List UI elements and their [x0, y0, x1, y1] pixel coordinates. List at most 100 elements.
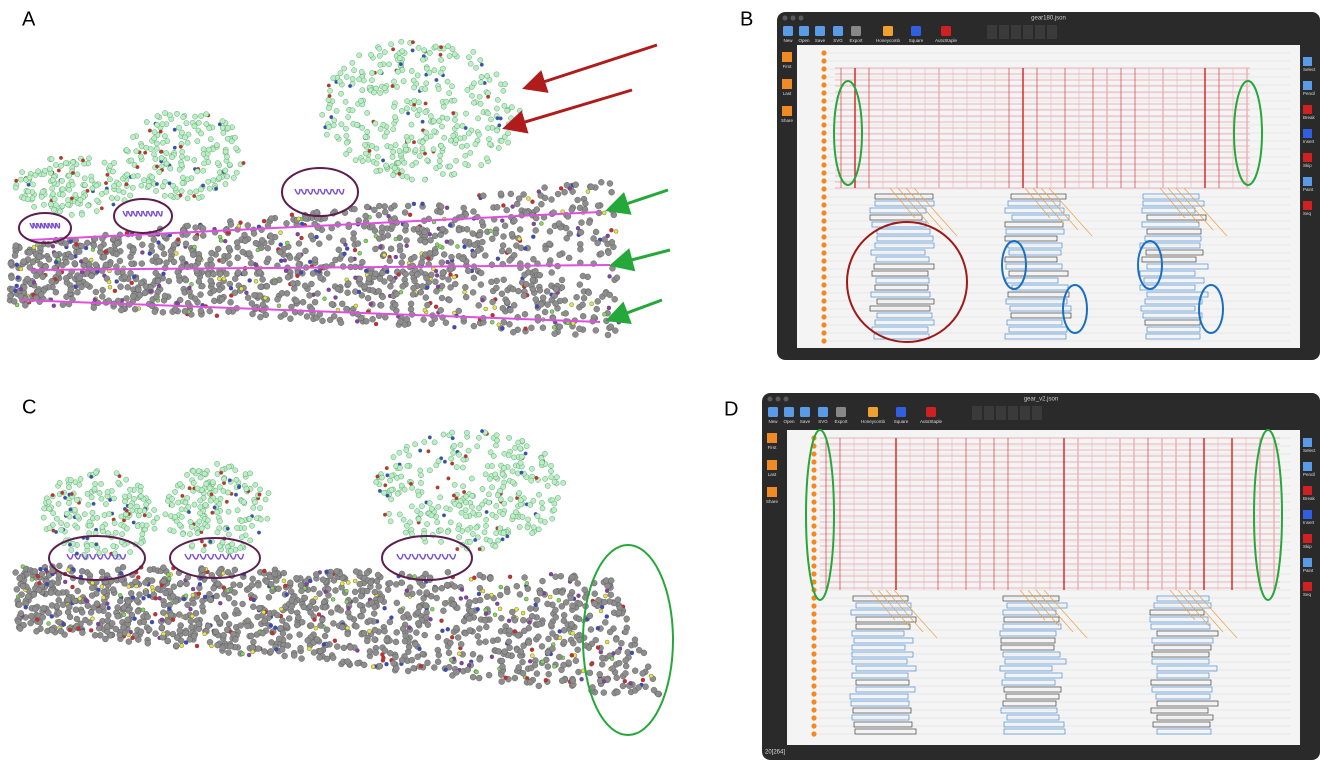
helix-handle[interactable] [821, 282, 826, 287]
side-tool[interactable]: Skip [1303, 534, 1312, 549]
helix-handle[interactable] [811, 459, 816, 464]
window-control[interactable] [776, 397, 781, 402]
helix-handle[interactable] [821, 242, 826, 247]
helix-handle[interactable] [811, 507, 816, 512]
side-tool[interactable]: Seq [1303, 201, 1312, 216]
helix-handle[interactable] [811, 603, 816, 608]
helix-handle[interactable] [821, 298, 826, 303]
toolbar-swatch[interactable] [1035, 25, 1045, 39]
toolbar-swatch[interactable] [1023, 25, 1033, 39]
helix-handle[interactable] [811, 643, 816, 648]
toolbar-swatch[interactable] [996, 406, 1006, 420]
toolbar-swatch[interactable] [984, 406, 994, 420]
helix-handle[interactable] [821, 58, 826, 63]
helix-handle[interactable] [811, 531, 816, 536]
helix-handle[interactable] [821, 122, 826, 127]
helix-handle[interactable] [811, 499, 816, 504]
toolbar-swatch[interactable] [1047, 25, 1057, 39]
side-tool[interactable]: Skip [1303, 153, 1312, 168]
helix-handle[interactable] [821, 50, 826, 55]
window-control[interactable] [799, 16, 804, 21]
helix-handle[interactable] [821, 266, 826, 271]
helix-handle[interactable] [811, 539, 816, 544]
side-tool[interactable]: Last [782, 79, 792, 96]
helix-handle[interactable] [821, 178, 826, 183]
side-tool[interactable]: Last [767, 460, 777, 477]
helix-handle[interactable] [811, 475, 816, 480]
helix-handle[interactable] [821, 98, 826, 103]
helix-handle[interactable] [821, 306, 826, 311]
helix-handle[interactable] [811, 731, 816, 736]
helix-handle[interactable] [811, 555, 816, 560]
helix-handle[interactable] [811, 483, 816, 488]
toolbar-button[interactable]: New [783, 26, 793, 43]
helix-handle[interactable] [821, 322, 826, 327]
helix-handle[interactable] [821, 314, 826, 319]
side-tool[interactable]: First [767, 433, 777, 450]
side-tool[interactable]: Share [766, 487, 779, 504]
helix-handle[interactable] [811, 563, 816, 568]
helix-handle[interactable] [821, 186, 826, 191]
helix-handle[interactable] [811, 675, 816, 680]
side-tool[interactable]: Share [781, 106, 794, 123]
toolbar-swatch[interactable] [987, 25, 997, 39]
helix-handle[interactable] [821, 170, 826, 175]
helix-handle[interactable] [811, 723, 816, 728]
side-tool[interactable]: First [782, 52, 792, 69]
toolbar-swatch[interactable] [972, 406, 982, 420]
window-control[interactable] [784, 397, 789, 402]
helix-handle[interactable] [811, 491, 816, 496]
helix-handle[interactable] [821, 330, 826, 335]
helix-handle[interactable] [811, 659, 816, 664]
toolbar-button[interactable]: SVG [818, 407, 828, 424]
helix-handle[interactable] [811, 667, 816, 672]
helix-handle[interactable] [821, 138, 826, 143]
helix-handle[interactable] [811, 611, 816, 616]
helix-handle[interactable] [821, 90, 826, 95]
helix-handle[interactable] [821, 202, 826, 207]
helix-handle[interactable] [811, 451, 816, 456]
helix-handle[interactable] [821, 66, 826, 71]
helix-handle[interactable] [821, 290, 826, 295]
helix-handle[interactable] [821, 234, 826, 239]
helix-handle[interactable] [821, 154, 826, 159]
helix-handle[interactable] [821, 114, 826, 119]
helix-handle[interactable] [811, 635, 816, 640]
toolbar-button[interactable]: Open [783, 407, 795, 424]
toolbar-button[interactable]: Open [798, 26, 810, 43]
helix-handle[interactable] [821, 162, 826, 167]
window-control[interactable] [768, 397, 773, 402]
helix-handle[interactable] [811, 547, 816, 552]
helix-handle[interactable] [811, 683, 816, 688]
helix-handle[interactable] [821, 194, 826, 199]
helix-handle[interactable] [821, 226, 826, 231]
toolbar-swatch[interactable] [999, 25, 1009, 39]
toolbar-swatch[interactable] [1020, 406, 1030, 420]
helix-handle[interactable] [821, 338, 826, 343]
helix-handle[interactable] [821, 210, 826, 215]
helix-handle[interactable] [811, 467, 816, 472]
helix-handle[interactable] [811, 707, 816, 712]
helix-handle[interactable] [811, 571, 816, 576]
helix-handle[interactable] [811, 715, 816, 720]
helix-handle[interactable] [811, 627, 816, 632]
helix-handle[interactable] [821, 218, 826, 223]
helix-handle[interactable] [821, 250, 826, 255]
window-control[interactable] [791, 16, 796, 21]
window-control[interactable] [783, 16, 788, 21]
helix-handle[interactable] [821, 74, 826, 79]
toolbar-button[interactable]: SVG [833, 26, 843, 43]
toolbar-swatch[interactable] [1011, 25, 1021, 39]
toolbar-button[interactable]: Save [815, 26, 826, 43]
toolbar-button[interactable]: Save [800, 407, 811, 424]
helix-handle[interactable] [821, 146, 826, 151]
side-tool[interactable]: Seq [1303, 582, 1312, 597]
helix-handle[interactable] [821, 258, 826, 263]
toolbar-swatch[interactable] [1008, 406, 1018, 420]
helix-handle[interactable] [811, 619, 816, 624]
toolbar-swatch[interactable] [1032, 406, 1042, 420]
helix-handle[interactable] [811, 515, 816, 520]
toolbar-button[interactable]: New [768, 407, 778, 424]
helix-handle[interactable] [811, 691, 816, 696]
helix-handle[interactable] [821, 82, 826, 87]
